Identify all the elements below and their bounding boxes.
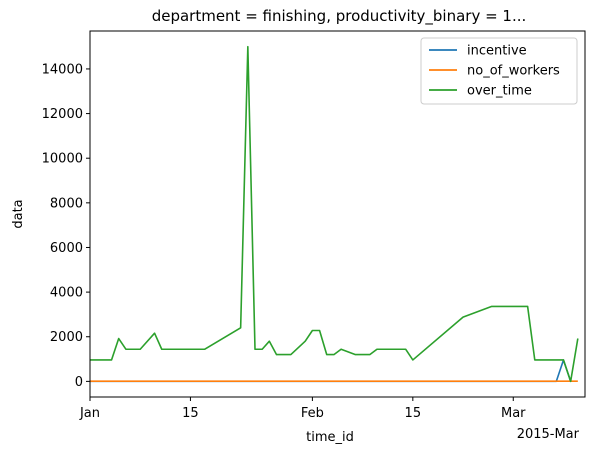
legend-label-no-of-workers: no_of_workers (467, 64, 560, 79)
y-tick-label: 14000 (42, 62, 83, 77)
y-tick-label: 4000 (50, 286, 83, 301)
y-tick-label: 0 (75, 375, 83, 390)
series-layer (89, 45, 579, 383)
y-axis-label: data (11, 199, 26, 228)
y-tick-label: 10000 (42, 152, 83, 167)
legend-label-incentive: incentive (467, 44, 527, 59)
chart-title: department = finishing, productivity_bin… (152, 7, 527, 26)
y-tick-label: 2000 (50, 330, 83, 345)
legend: incentive no_of_workers over_time (420, 37, 578, 105)
x-tick-label: 15 (182, 406, 199, 421)
series-line-over-time (90, 45, 579, 383)
y-axis-ticks: 0 2000 4000 6000 8000 10000 12000 14000 (42, 62, 90, 390)
plot-frame (89, 30, 586, 398)
x-tick-label: Jan (79, 406, 100, 421)
legend-box (420, 37, 578, 105)
x-tick-label: 15 (405, 406, 422, 421)
y-tick-label: 12000 (42, 107, 83, 122)
x-axis-offset-label: 2015-Mar (517, 427, 580, 442)
x-axis-label: time_id (306, 430, 354, 445)
series-line-incentive (90, 359, 572, 383)
legend-label-over-time: over_time (467, 84, 532, 99)
x-tick-label: Mar (501, 406, 526, 421)
y-tick-label: 6000 (50, 241, 83, 256)
x-tick-label: Feb (301, 406, 324, 421)
x-axis-ticks: Jan 15 Feb 15 Mar (79, 397, 526, 421)
y-tick-label: 8000 (50, 196, 83, 211)
